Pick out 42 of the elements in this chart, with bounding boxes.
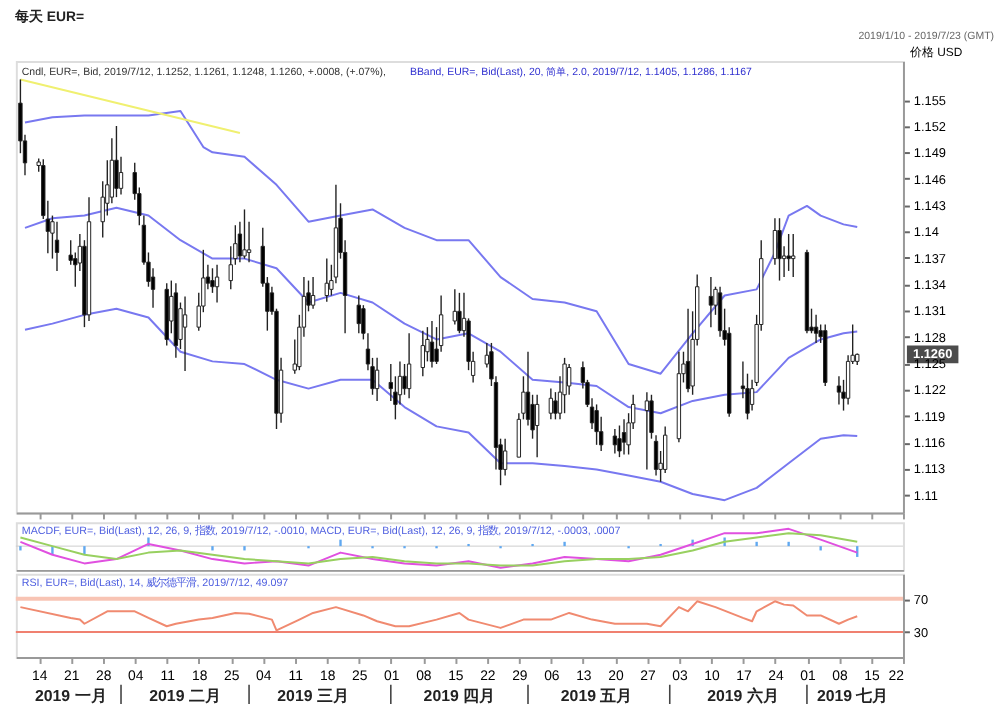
candlestick xyxy=(621,418,627,456)
text: 2019 六月 xyxy=(707,686,779,704)
candlestick xyxy=(617,424,622,458)
candlestick xyxy=(182,295,188,372)
text: 2019 一月 xyxy=(34,686,107,704)
candlestick xyxy=(717,286,723,338)
candlestick xyxy=(685,307,691,393)
candlestick xyxy=(114,125,119,198)
line-series xyxy=(24,307,859,502)
candlestick xyxy=(502,437,508,477)
candlestick xyxy=(663,425,668,474)
candlestick xyxy=(566,363,572,396)
candlestick xyxy=(813,314,819,344)
text: 2019 七月 xyxy=(816,686,889,704)
candlestick xyxy=(548,387,554,421)
candlestick xyxy=(777,217,782,282)
text: 2019 三月 xyxy=(277,686,349,704)
candlestick xyxy=(534,394,540,458)
candlestick xyxy=(214,264,220,304)
candlestick xyxy=(406,332,412,399)
candlestick xyxy=(708,276,714,328)
text: 2019 五月 xyxy=(560,686,633,704)
candlestick xyxy=(562,357,567,414)
candlestick xyxy=(644,391,650,471)
text: 2019 二月 xyxy=(149,686,221,704)
candlestick xyxy=(612,428,618,455)
candlestick xyxy=(452,288,458,326)
candlestick xyxy=(836,375,842,406)
candlestick xyxy=(374,357,380,402)
text: 2019 四月 xyxy=(423,686,496,704)
candlestick xyxy=(786,233,791,272)
candlestick xyxy=(356,294,361,334)
candlestick xyxy=(324,257,329,303)
line-series xyxy=(24,206,859,415)
candlestick xyxy=(310,276,316,310)
candlestick xyxy=(420,329,426,378)
candlestick xyxy=(54,221,60,272)
candlestick xyxy=(429,320,435,369)
candlestick xyxy=(791,233,796,278)
candlestick xyxy=(242,208,247,260)
candlestick xyxy=(594,403,599,446)
candlestick xyxy=(457,292,462,334)
